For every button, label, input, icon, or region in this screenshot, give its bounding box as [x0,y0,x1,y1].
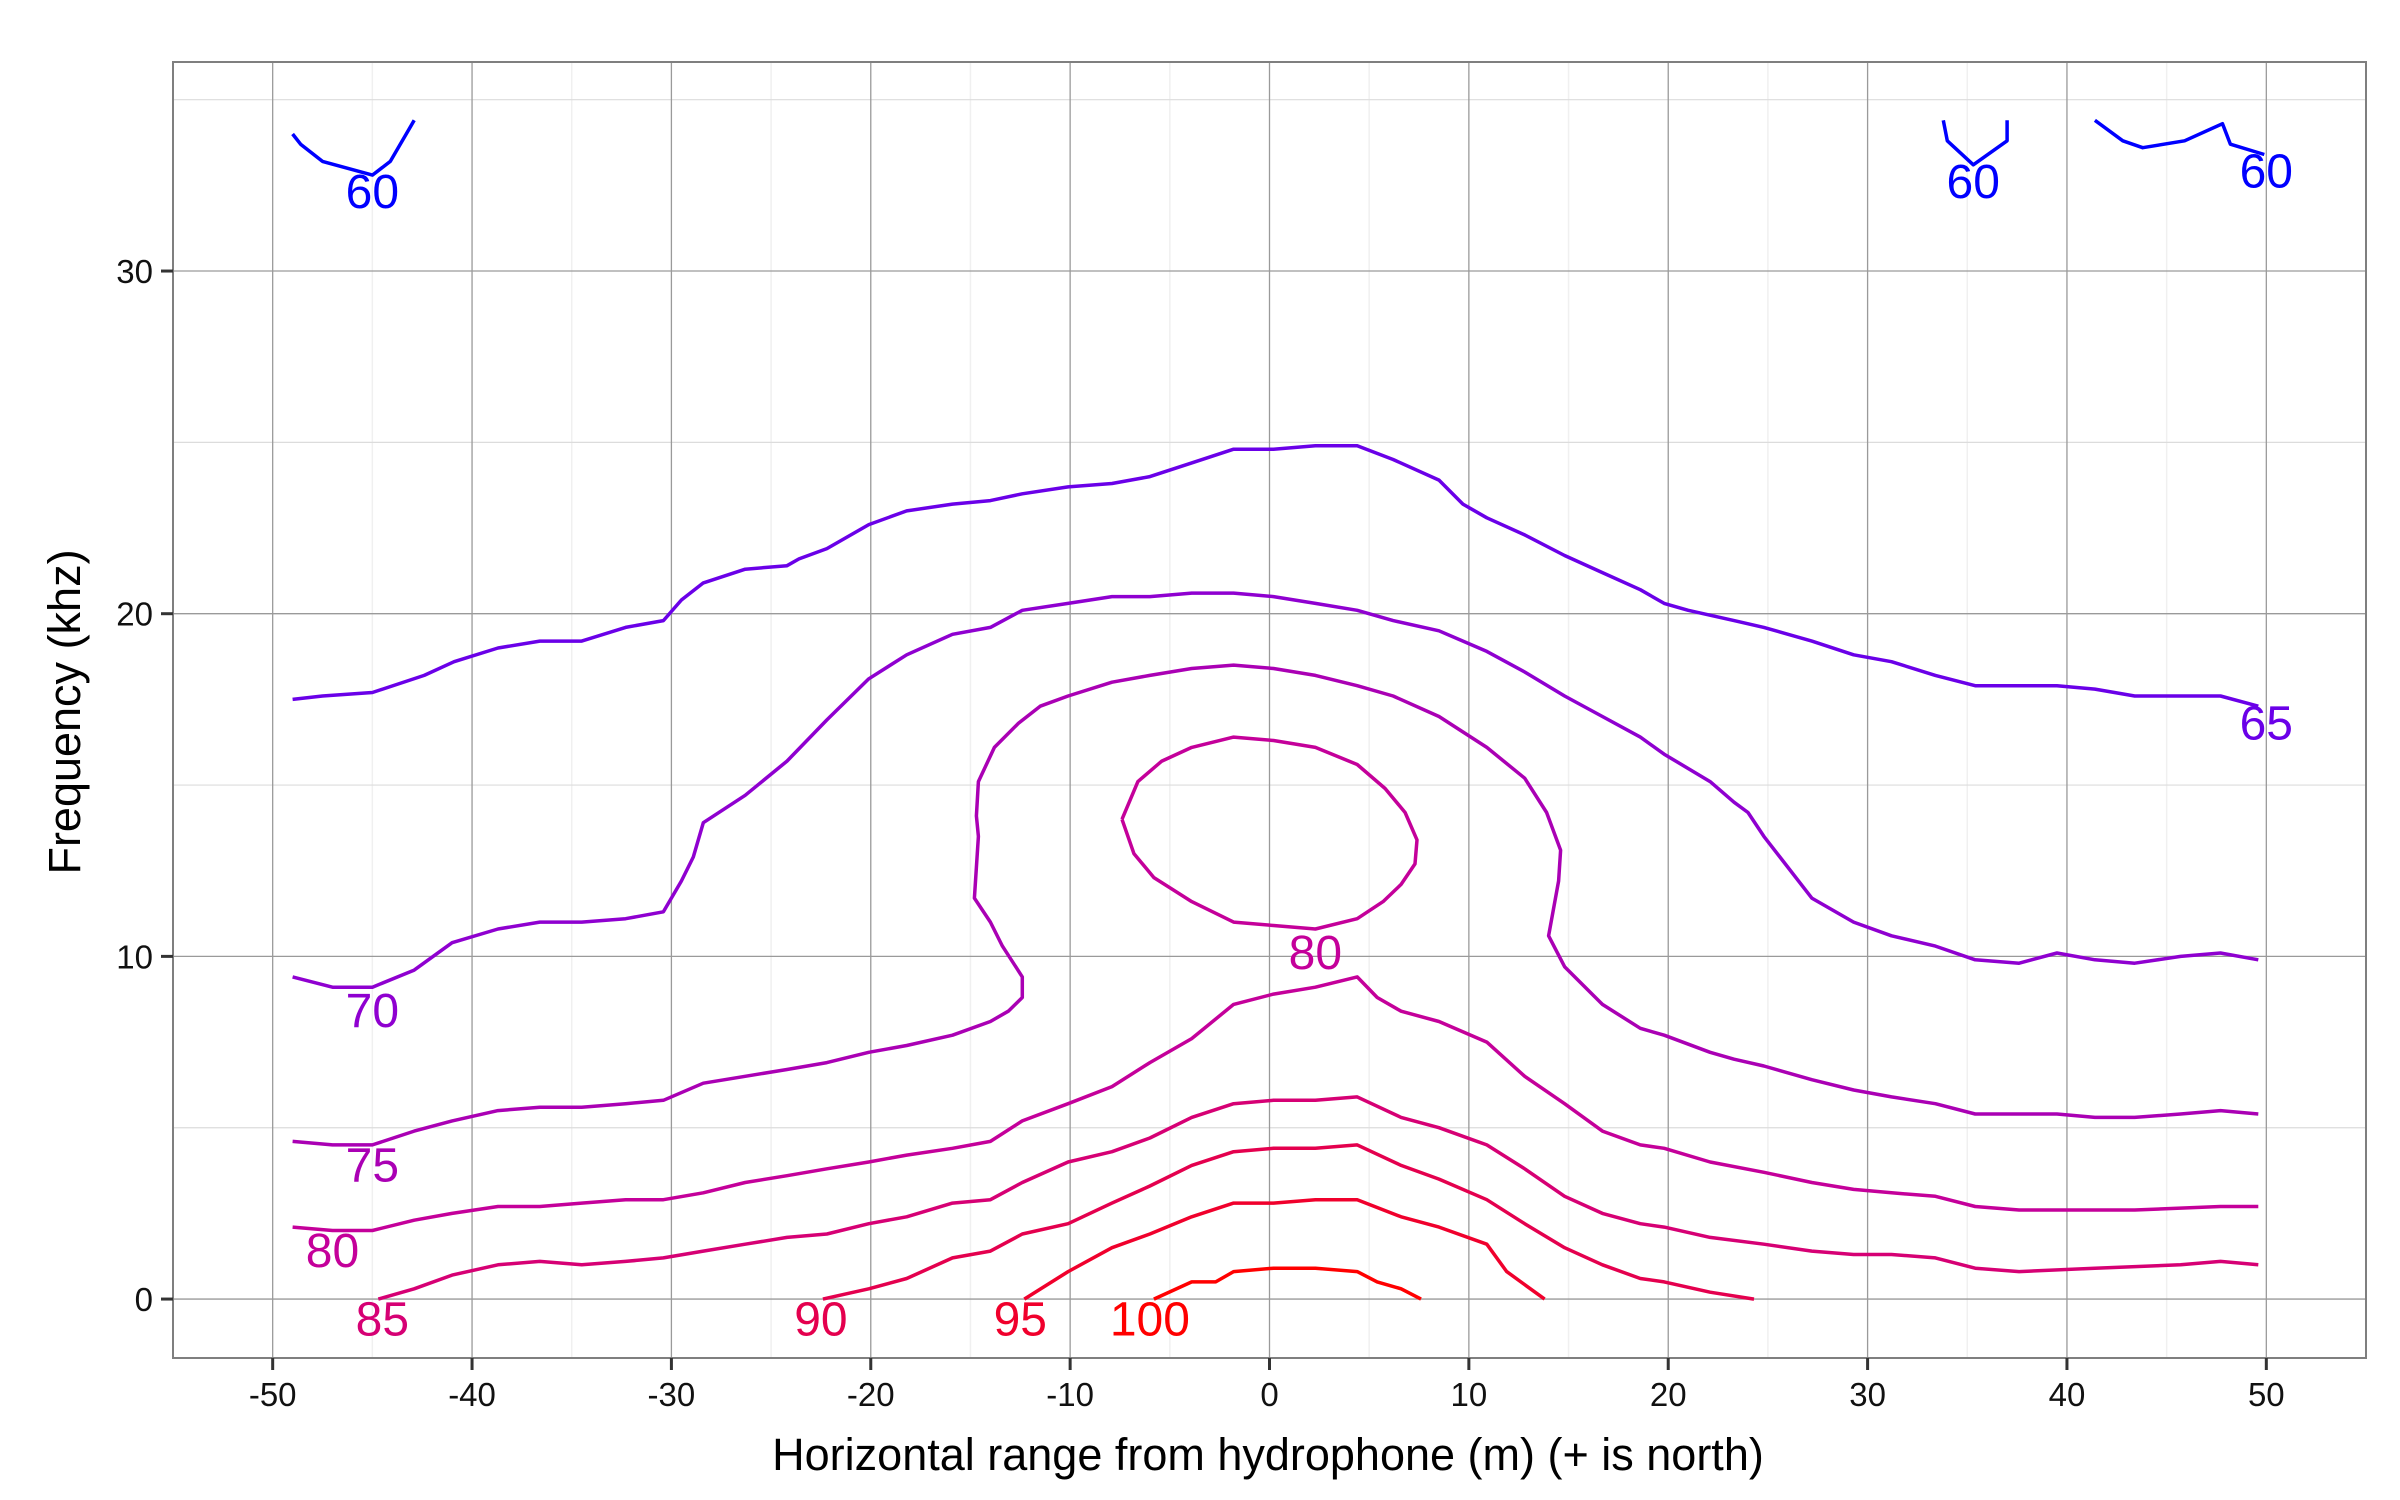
x-tick-label: -20 [847,1376,895,1413]
contour-line-85 [377,1095,2259,1301]
x-tick-label: -30 [648,1376,696,1413]
x-tick-label: 10 [1451,1376,1488,1413]
y-tick-label: 20 [116,596,153,633]
contour-line-80 [292,975,2259,1233]
x-tick-label: 40 [2049,1376,2086,1413]
contour-labels: 60 60 60 65 70 75 80 80 85 90 95 100 [306,146,2293,1347]
contour-label-100: 100 [1110,1294,1190,1347]
contour-label-90: 90 [794,1294,847,1347]
x-tick-label: 20 [1650,1376,1687,1413]
y-axis: 0 10 20 30 [116,253,173,1318]
contour-line-60 [2093,118,2265,157]
contour-label-95: 95 [994,1294,1047,1347]
x-axis: -50 -40 -30 -20 -10 0 10 20 30 40 50 [249,1358,2285,1413]
x-tick-label: 30 [1849,1376,1886,1413]
contour-label-75: 75 [346,1139,399,1192]
contour-label-60: 60 [1947,156,2000,209]
contour-line-75 [292,663,2259,1147]
contour-line-70 [292,591,2259,989]
contour-line-60 [291,119,416,177]
contour-line-60 [1941,119,2009,167]
contour-label-80: 80 [306,1225,359,1278]
contour-label-70: 70 [346,985,399,1038]
contour-line-95 [1023,1197,1546,1301]
contour-label-65: 65 [2240,697,2293,750]
contour-line-90 [822,1143,1755,1301]
y-tick-label: 30 [116,253,153,290]
x-tick-label: -40 [448,1376,496,1413]
x-tick-label: 50 [2248,1376,2285,1413]
contour-label-60: 60 [2240,146,2293,199]
grid-major [173,62,2366,1358]
contour-label-60: 60 [346,166,399,219]
y-axis-title: Frequency (khz) [39,549,90,874]
contour-line-65 [292,444,2259,708]
x-tick-label: 0 [1260,1376,1278,1413]
contour-lines [291,118,2265,1301]
contour-label-80: 80 [1289,927,1342,980]
x-tick-label: -50 [249,1376,297,1413]
contour-label-85: 85 [356,1294,409,1347]
contour-line-80 [1120,735,1419,931]
x-tick-label: -10 [1046,1376,1094,1413]
contour-line-100 [1153,1266,1422,1301]
y-tick-label: 10 [116,938,153,975]
x-axis-title: Horizontal range from hydrophone (m) (+ … [772,1429,1764,1480]
y-tick-label: 0 [135,1281,153,1318]
